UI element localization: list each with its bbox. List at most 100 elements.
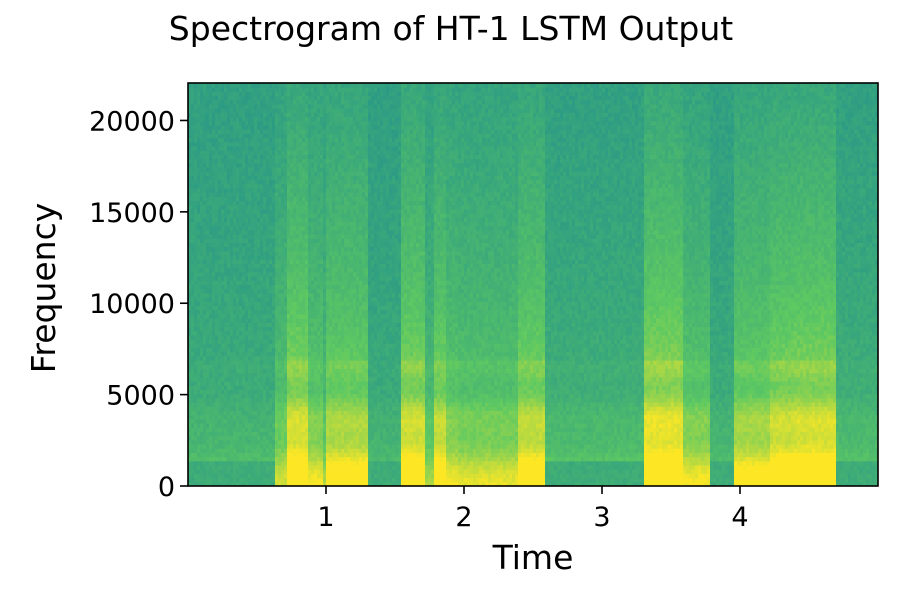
spectrogram-cell	[203, 222, 207, 227]
spectrogram-cell	[254, 339, 258, 344]
spectrogram-cell	[293, 394, 297, 399]
spectrogram-cell	[320, 146, 324, 151]
spectrogram-cell	[281, 87, 285, 92]
spectrogram-cell	[191, 419, 195, 424]
spectrogram-cell	[335, 423, 339, 428]
spectrogram-cell	[284, 398, 288, 403]
spectrogram-cell	[242, 243, 246, 248]
spectrogram-cell	[191, 226, 195, 231]
spectrogram-cell	[236, 209, 240, 214]
spectrogram-cell	[245, 276, 249, 281]
spectrogram-cell	[251, 410, 255, 415]
spectrogram-cell	[293, 100, 297, 105]
spectrogram-cell	[263, 423, 267, 428]
spectrogram-cell	[233, 415, 237, 420]
spectrogram-cell	[299, 368, 303, 373]
spectrogram-cell	[194, 423, 198, 428]
spectrogram-cell	[230, 347, 234, 352]
spectrogram-cell	[275, 419, 279, 424]
spectrogram-cell	[323, 121, 327, 126]
spectrogram-cell	[248, 255, 252, 260]
spectrogram-cell	[248, 402, 252, 407]
spectrogram-cell	[326, 150, 330, 155]
spectrogram-cell	[329, 415, 333, 420]
spectrogram-cell	[227, 175, 231, 180]
spectrogram-cell	[290, 335, 294, 340]
spectrogram-cell	[233, 394, 237, 399]
spectrogram-cell	[236, 452, 240, 457]
spectrogram-cell	[320, 448, 324, 453]
spectrogram-cell	[290, 423, 294, 428]
spectrogram-cell	[233, 133, 237, 138]
spectrogram-cell	[227, 461, 231, 466]
spectrogram-cell	[194, 108, 198, 113]
spectrogram-cell	[290, 180, 294, 185]
spectrogram-cell	[317, 305, 321, 310]
spectrogram-cell	[248, 448, 252, 453]
spectrogram-cell	[245, 377, 249, 382]
spectrogram-cell	[317, 243, 321, 248]
spectrogram-cell	[242, 310, 246, 315]
spectrogram-cell	[221, 222, 225, 227]
spectrogram-cell	[272, 427, 276, 432]
spectrogram-cell	[332, 352, 336, 357]
spectrogram-cell	[227, 289, 231, 294]
spectrogram-cell	[224, 226, 228, 231]
spectrogram-cell	[296, 268, 300, 273]
spectrogram-cell	[212, 352, 216, 357]
spectrogram-cell	[197, 452, 201, 457]
spectrogram-cell	[284, 280, 288, 285]
spectrogram-cell	[212, 415, 216, 420]
spectrogram-cell	[227, 326, 231, 331]
spectrogram-cell	[272, 125, 276, 130]
spectrogram-cell	[314, 192, 318, 197]
spectrogram-cell	[206, 339, 210, 344]
spectrogram-cell	[263, 192, 267, 197]
spectrogram-cell	[326, 192, 330, 197]
spectrogram-cell	[224, 410, 228, 415]
spectrogram-cell	[236, 188, 240, 193]
spectrogram-cell	[302, 314, 306, 319]
spectrogram-cell	[341, 352, 345, 357]
spectrogram-cell	[239, 461, 243, 466]
spectrogram-cell	[311, 373, 315, 378]
spectrogram-cell	[275, 410, 279, 415]
spectrogram-cell	[224, 356, 228, 361]
spectrogram-cell	[311, 431, 315, 436]
spectrogram-cell	[332, 335, 336, 340]
spectrogram-cell	[338, 142, 342, 147]
spectrogram-cell	[323, 192, 327, 197]
spectrogram-cell	[218, 322, 222, 327]
spectrogram-cell	[218, 226, 222, 231]
spectrogram-cell	[260, 196, 264, 201]
spectrogram-cell	[284, 175, 288, 180]
spectrogram-cell	[281, 259, 285, 264]
spectrogram-cell	[284, 180, 288, 185]
spectrogram-cell	[212, 171, 216, 176]
spectrogram-cell	[203, 310, 207, 315]
spectrogram-cell	[218, 188, 222, 193]
spectrogram-cell	[308, 289, 312, 294]
spectrogram-cell	[323, 389, 327, 394]
spectrogram-cell	[284, 133, 288, 138]
spectrogram-cell	[209, 150, 213, 155]
spectrogram-cell	[272, 117, 276, 122]
spectrogram-cell	[245, 222, 249, 227]
spectrogram-cell	[206, 259, 210, 264]
spectrogram-cell	[215, 159, 219, 164]
spectrogram-cell	[314, 301, 318, 306]
spectrogram-cell	[320, 339, 324, 344]
spectrogram-cell	[251, 305, 255, 310]
spectrogram-cell	[269, 121, 273, 126]
spectrogram-cell	[305, 133, 309, 138]
spectrogram-cell	[287, 264, 291, 269]
spectrogram-cell	[209, 427, 213, 432]
spectrogram-cell	[248, 394, 252, 399]
spectrogram-cell	[269, 335, 273, 340]
spectrogram-cell	[254, 326, 258, 331]
spectrogram-cell	[260, 436, 264, 441]
spectrogram-cell	[311, 234, 315, 239]
spectrogram-cell	[317, 373, 321, 378]
spectrogram-cell	[329, 410, 333, 415]
spectrogram-cell	[194, 226, 198, 231]
